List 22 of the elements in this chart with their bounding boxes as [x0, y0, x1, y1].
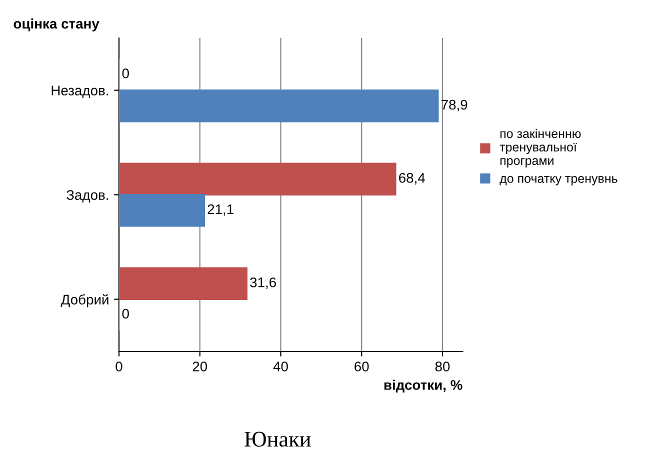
data-label: 0: [122, 68, 129, 78]
x-tick-label: 40: [273, 362, 288, 372]
text: Юнаки: [244, 432, 311, 447]
data-label: 68,4: [399, 172, 425, 184]
x-axis-title: відсотки, %: [384, 380, 462, 393]
x-tick-label: 80: [435, 362, 450, 372]
y-tick-label: Незадов.: [52, 86, 108, 98]
bar: [118, 162, 396, 196]
y-tick-label: Задов.: [66, 190, 108, 203]
y-axis-title: оцінка стану: [14, 18, 100, 32]
bar: [118, 267, 248, 300]
x-tick-label: 0: [116, 362, 122, 372]
data-label: 0: [122, 308, 129, 319]
legend-label: до початку тренувнь: [500, 176, 618, 186]
data-label: 21,1: [208, 204, 234, 216]
x-tick-label: 60: [354, 362, 369, 372]
y-tick-label: Добрий: [60, 294, 108, 308]
bar: [118, 194, 205, 227]
data-label: 78,9: [442, 100, 468, 112]
x-tick-label: 20: [192, 362, 208, 372]
data-label: 31,6: [250, 277, 276, 289]
bar: [118, 90, 439, 122]
